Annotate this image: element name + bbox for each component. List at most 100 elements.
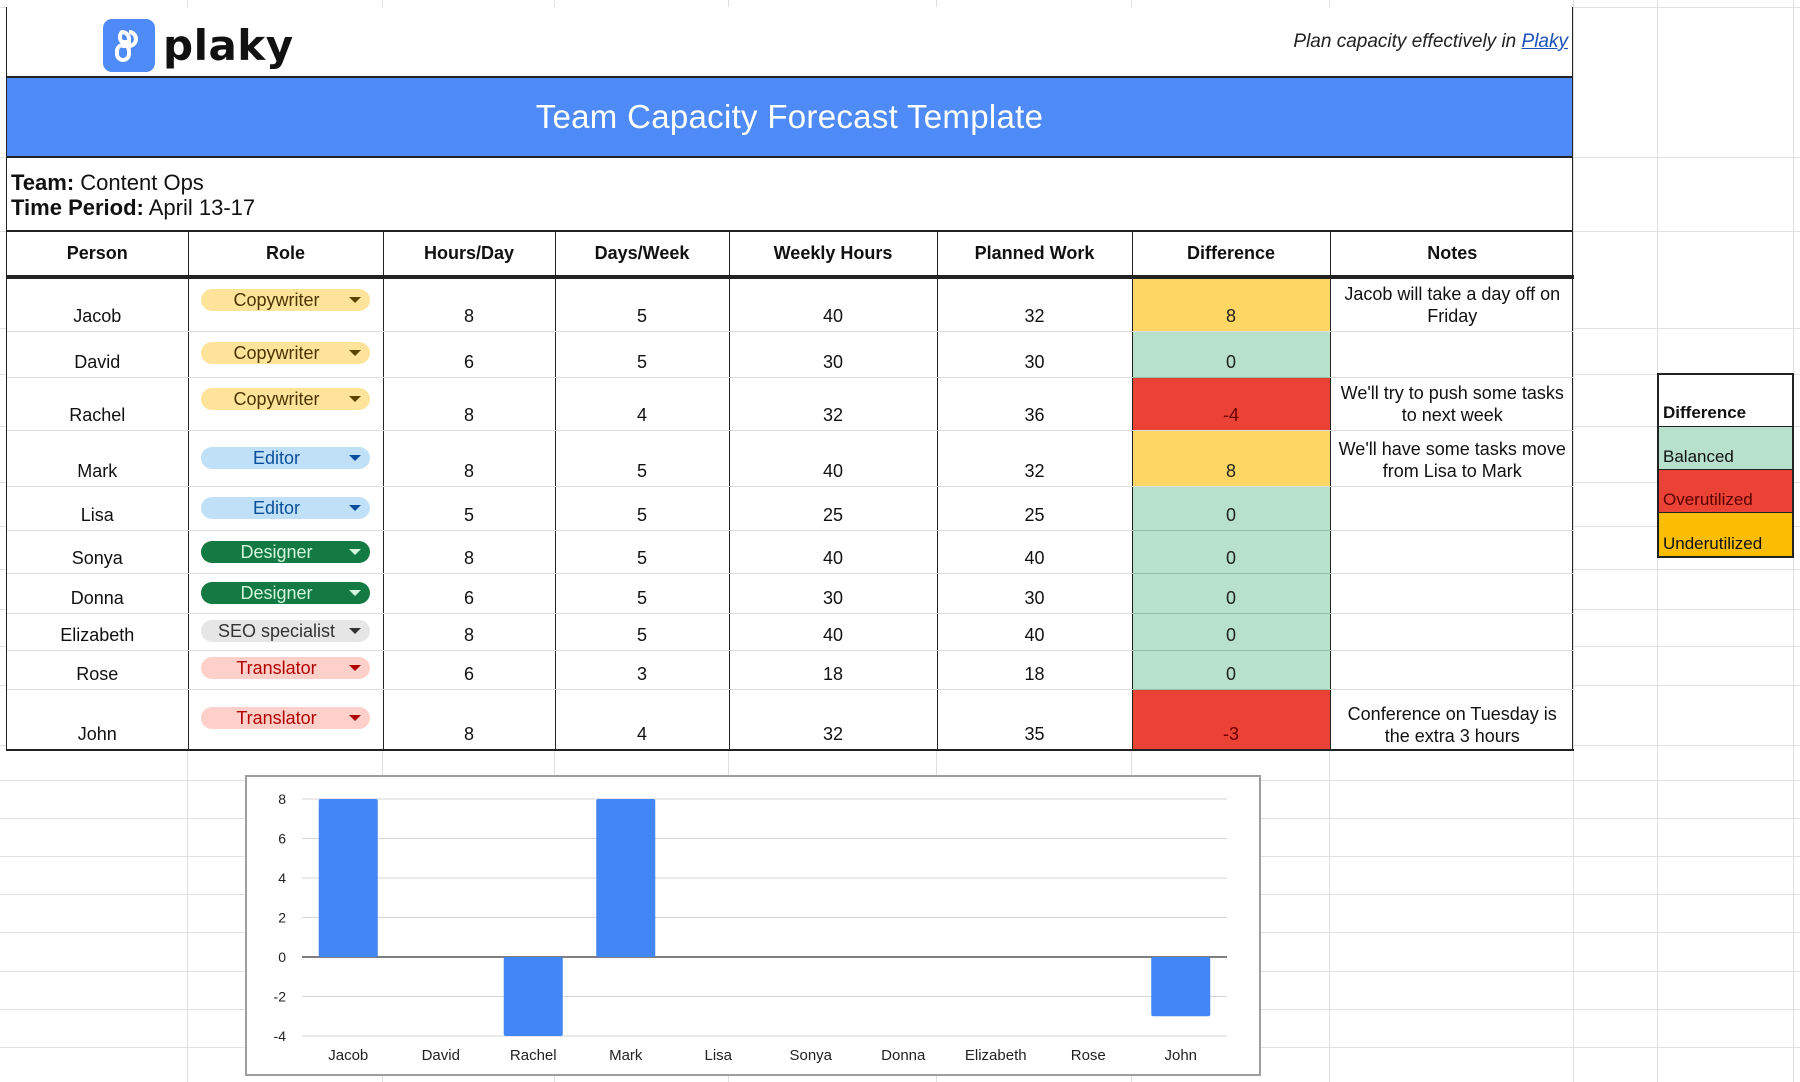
role-dropdown[interactable]: Copywriter bbox=[201, 388, 370, 410]
weekly-hours-cell[interactable]: 30 bbox=[729, 331, 938, 378]
difference-bar-chart[interactable]: 8 6 4 2 0 -2 -4 Jacob David Rachel Mark Lisa Sonya Do… bbox=[245, 775, 1261, 1076]
planned-work-cell[interactable]: 30 bbox=[937, 331, 1133, 378]
hours-day-cell[interactable]: 8 bbox=[383, 377, 556, 431]
notes-cell[interactable]: Jacob will take a day off on Friday bbox=[1330, 277, 1574, 332]
days-week-cell[interactable]: 3 bbox=[555, 650, 730, 690]
person-cell[interactable]: Lisa bbox=[7, 486, 189, 531]
weekly-hours-cell[interactable]: 32 bbox=[729, 377, 938, 431]
notes-cell[interactable]: Conference on Tuesday is the extra 3 hou… bbox=[1330, 689, 1574, 751]
weekly-hours-cell[interactable]: 30 bbox=[729, 573, 938, 614]
person-cell[interactable]: Rachel bbox=[7, 377, 189, 431]
person-cell[interactable]: Sonya bbox=[7, 530, 189, 574]
planned-work-cell[interactable]: 25 bbox=[937, 486, 1133, 531]
person-cell[interactable]: John bbox=[7, 689, 189, 751]
role-dropdown[interactable]: Designer bbox=[201, 541, 370, 563]
notes-cell[interactable] bbox=[1330, 613, 1574, 651]
hours-day-cell[interactable]: 8 bbox=[383, 277, 556, 332]
planned-work-cell[interactable]: 32 bbox=[937, 277, 1133, 332]
role-cell[interactable]: Editor bbox=[188, 430, 384, 487]
days-week-cell[interactable]: 5 bbox=[555, 331, 730, 378]
header-hours-day[interactable]: Hours/Day bbox=[383, 232, 556, 279]
bar[interactable] bbox=[1151, 957, 1211, 1017]
role-cell[interactable]: Translator bbox=[188, 689, 384, 751]
planned-work-cell[interactable]: 30 bbox=[937, 573, 1133, 614]
person-cell[interactable]: Rose bbox=[7, 650, 189, 690]
notes-cell[interactable]: We'll try to push some tasks to next wee… bbox=[1330, 377, 1574, 431]
bar[interactable] bbox=[318, 799, 378, 957]
difference-cell[interactable]: 0 bbox=[1132, 486, 1331, 531]
header-notes[interactable]: Notes bbox=[1330, 232, 1574, 279]
days-week-cell[interactable]: 5 bbox=[555, 430, 730, 487]
planned-work-cell[interactable]: 40 bbox=[937, 530, 1133, 574]
plaky-logo[interactable]: plaky bbox=[103, 19, 294, 72]
person-cell[interactable]: David bbox=[7, 331, 189, 378]
days-week-cell[interactable]: 4 bbox=[555, 377, 730, 431]
days-week-cell[interactable]: 5 bbox=[555, 573, 730, 614]
notes-cell[interactable] bbox=[1330, 486, 1574, 531]
role-cell[interactable]: Designer bbox=[188, 573, 384, 614]
person-cell[interactable]: Donna bbox=[7, 573, 189, 614]
weekly-hours-cell[interactable]: 40 bbox=[729, 277, 938, 332]
hours-day-cell[interactable]: 6 bbox=[383, 573, 556, 614]
person-cell[interactable]: Mark bbox=[7, 430, 189, 487]
difference-cell[interactable]: 0 bbox=[1132, 530, 1331, 574]
header-weekly-hours[interactable]: Weekly Hours bbox=[729, 232, 938, 279]
difference-cell[interactable]: 8 bbox=[1132, 430, 1331, 487]
role-cell[interactable]: Editor bbox=[188, 486, 384, 531]
notes-cell[interactable] bbox=[1330, 650, 1574, 690]
days-week-cell[interactable]: 5 bbox=[555, 530, 730, 574]
header-role[interactable]: Role bbox=[188, 232, 384, 279]
difference-cell[interactable]: 8 bbox=[1132, 277, 1331, 332]
planned-work-cell[interactable]: 18 bbox=[937, 650, 1133, 690]
notes-cell[interactable] bbox=[1330, 530, 1574, 574]
weekly-hours-cell[interactable]: 40 bbox=[729, 530, 938, 574]
bar[interactable] bbox=[503, 957, 563, 1036]
role-dropdown[interactable]: Designer bbox=[201, 582, 370, 604]
role-dropdown[interactable]: Editor bbox=[201, 447, 370, 469]
hours-day-cell[interactable]: 8 bbox=[383, 530, 556, 574]
hours-day-cell[interactable]: 6 bbox=[383, 331, 556, 378]
role-dropdown[interactable]: Translator bbox=[201, 657, 370, 679]
role-dropdown[interactable]: Translator bbox=[201, 707, 370, 729]
header-days-week[interactable]: Days/Week bbox=[555, 232, 730, 279]
role-dropdown[interactable]: Editor bbox=[201, 497, 370, 519]
hours-day-cell[interactable]: 8 bbox=[383, 430, 556, 487]
hours-day-cell[interactable]: 8 bbox=[383, 689, 556, 751]
difference-cell[interactable]: 0 bbox=[1132, 650, 1331, 690]
header-difference[interactable]: Difference bbox=[1132, 232, 1331, 279]
hours-day-cell[interactable]: 8 bbox=[383, 613, 556, 651]
role-cell[interactable]: Translator bbox=[188, 650, 384, 690]
difference-cell[interactable]: 0 bbox=[1132, 613, 1331, 651]
role-cell[interactable]: Copywriter bbox=[188, 377, 384, 431]
role-dropdown[interactable]: Copywriter bbox=[201, 342, 370, 364]
difference-cell[interactable]: 0 bbox=[1132, 573, 1331, 614]
weekly-hours-cell[interactable]: 40 bbox=[729, 613, 938, 651]
notes-cell[interactable] bbox=[1330, 573, 1574, 614]
days-week-cell[interactable]: 5 bbox=[555, 613, 730, 651]
role-cell[interactable]: Copywriter bbox=[188, 331, 384, 378]
person-cell[interactable]: Jacob bbox=[7, 277, 189, 332]
role-dropdown[interactable]: Copywriter bbox=[201, 289, 370, 311]
weekly-hours-cell[interactable]: 40 bbox=[729, 430, 938, 487]
notes-cell[interactable] bbox=[1330, 331, 1574, 378]
difference-cell[interactable]: -3 bbox=[1132, 689, 1331, 751]
days-week-cell[interactable]: 5 bbox=[555, 277, 730, 332]
weekly-hours-cell[interactable]: 32 bbox=[729, 689, 938, 751]
difference-cell[interactable]: -4 bbox=[1132, 377, 1331, 431]
role-cell[interactable]: Copywriter bbox=[188, 277, 384, 332]
header-person[interactable]: Person bbox=[7, 232, 189, 279]
role-cell[interactable]: SEO specialist bbox=[188, 613, 384, 651]
role-dropdown[interactable]: SEO specialist bbox=[201, 620, 370, 642]
planned-work-cell[interactable]: 35 bbox=[937, 689, 1133, 751]
planned-work-cell[interactable]: 32 bbox=[937, 430, 1133, 487]
person-cell[interactable]: Elizabeth bbox=[7, 613, 189, 651]
days-week-cell[interactable]: 5 bbox=[555, 486, 730, 531]
difference-cell[interactable]: 0 bbox=[1132, 331, 1331, 378]
weekly-hours-cell[interactable]: 18 bbox=[729, 650, 938, 690]
plaky-link[interactable]: Plaky bbox=[1521, 31, 1568, 52]
hours-day-cell[interactable]: 6 bbox=[383, 650, 556, 690]
bar[interactable] bbox=[596, 799, 656, 957]
notes-cell[interactable]: We'll have some tasks move from Lisa to … bbox=[1330, 430, 1574, 487]
days-week-cell[interactable]: 4 bbox=[555, 689, 730, 751]
hours-day-cell[interactable]: 5 bbox=[383, 486, 556, 531]
